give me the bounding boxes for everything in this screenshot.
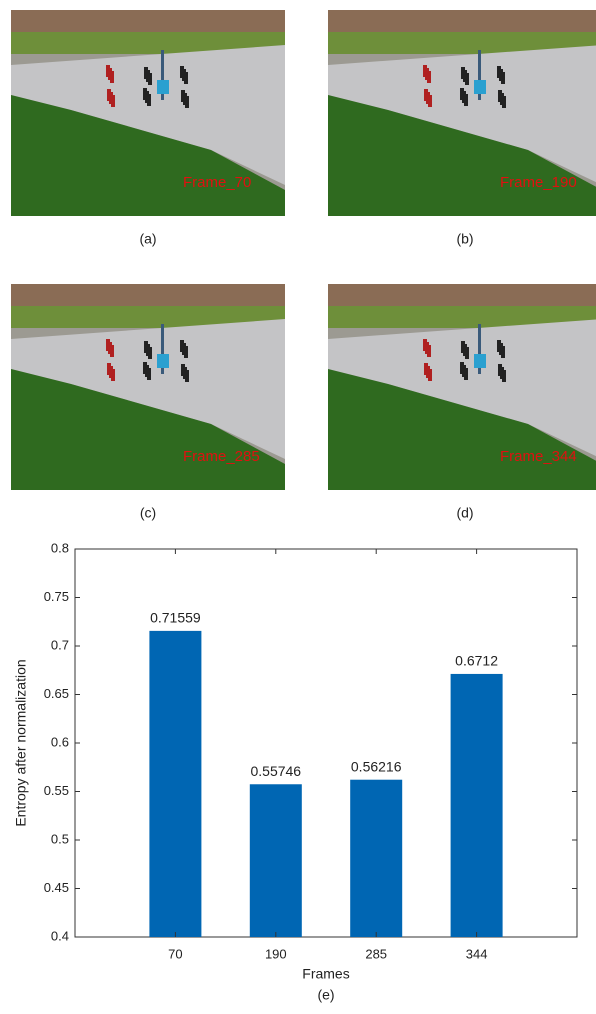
data-label: 0.55746	[250, 763, 301, 779]
photo: Frame_344	[328, 284, 596, 490]
panel-label: (b)	[456, 231, 473, 247]
person	[110, 345, 114, 357]
person	[464, 368, 468, 380]
person	[184, 346, 188, 358]
y-axis-label: Entropy after normalization	[13, 659, 29, 826]
person	[428, 95, 432, 107]
y-tick-label: 0.4	[51, 928, 69, 943]
person	[111, 95, 115, 107]
person	[147, 94, 151, 106]
y-tick-label: 0.75	[44, 589, 69, 604]
person	[427, 71, 431, 83]
person	[110, 71, 114, 83]
panel-label: (a)	[139, 231, 156, 247]
chart-caption: (e)	[317, 987, 334, 1003]
person	[184, 72, 188, 84]
x-axis-label: Frames	[302, 966, 349, 982]
person	[465, 347, 469, 359]
frame-overlay: Frame_70	[183, 174, 251, 191]
sign	[157, 80, 169, 94]
person	[501, 72, 505, 84]
x-tick-label: 344	[466, 946, 488, 961]
person	[465, 73, 469, 85]
photo: Frame_70	[11, 10, 285, 216]
y-tick-label: 0.5	[51, 831, 69, 846]
y-tick-label: 0.55	[44, 783, 69, 798]
sign	[157, 354, 169, 368]
bar	[250, 784, 302, 937]
person	[148, 347, 152, 359]
sign	[474, 80, 486, 94]
person	[464, 94, 468, 106]
person	[185, 96, 189, 108]
bar	[451, 674, 503, 937]
x-tick-label: 190	[265, 946, 287, 961]
frame-overlay: Frame_285	[183, 448, 260, 465]
sign	[474, 354, 486, 368]
data-label: 0.71559	[150, 610, 201, 626]
person	[502, 370, 506, 382]
x-tick-label: 70	[168, 946, 182, 961]
y-tick-label: 0.8	[51, 540, 69, 555]
y-tick-label: 0.6	[51, 734, 69, 749]
y-tick-label: 0.45	[44, 880, 69, 895]
person	[111, 369, 115, 381]
figure: Frames (e) Entropy after normalization F…	[0, 0, 596, 1014]
person	[428, 369, 432, 381]
x-tick-label: 285	[365, 946, 387, 961]
person	[502, 96, 506, 108]
person	[185, 370, 189, 382]
panel-label: (c)	[140, 505, 156, 521]
person	[148, 73, 152, 85]
person	[147, 368, 151, 380]
y-tick-label: 0.65	[44, 686, 69, 701]
frame-overlay: Frame_344	[500, 448, 577, 465]
photo: Frame_285	[11, 284, 285, 490]
photo: Frame_190	[328, 10, 596, 216]
data-label: 0.6712	[455, 653, 498, 669]
frame-overlay: Frame_190	[500, 174, 577, 191]
bar	[149, 631, 201, 937]
y-tick-label: 0.7	[51, 637, 69, 652]
bar	[350, 780, 402, 937]
person	[501, 346, 505, 358]
panel-label: (d)	[456, 505, 473, 521]
data-label: 0.56216	[351, 758, 402, 774]
person	[427, 345, 431, 357]
